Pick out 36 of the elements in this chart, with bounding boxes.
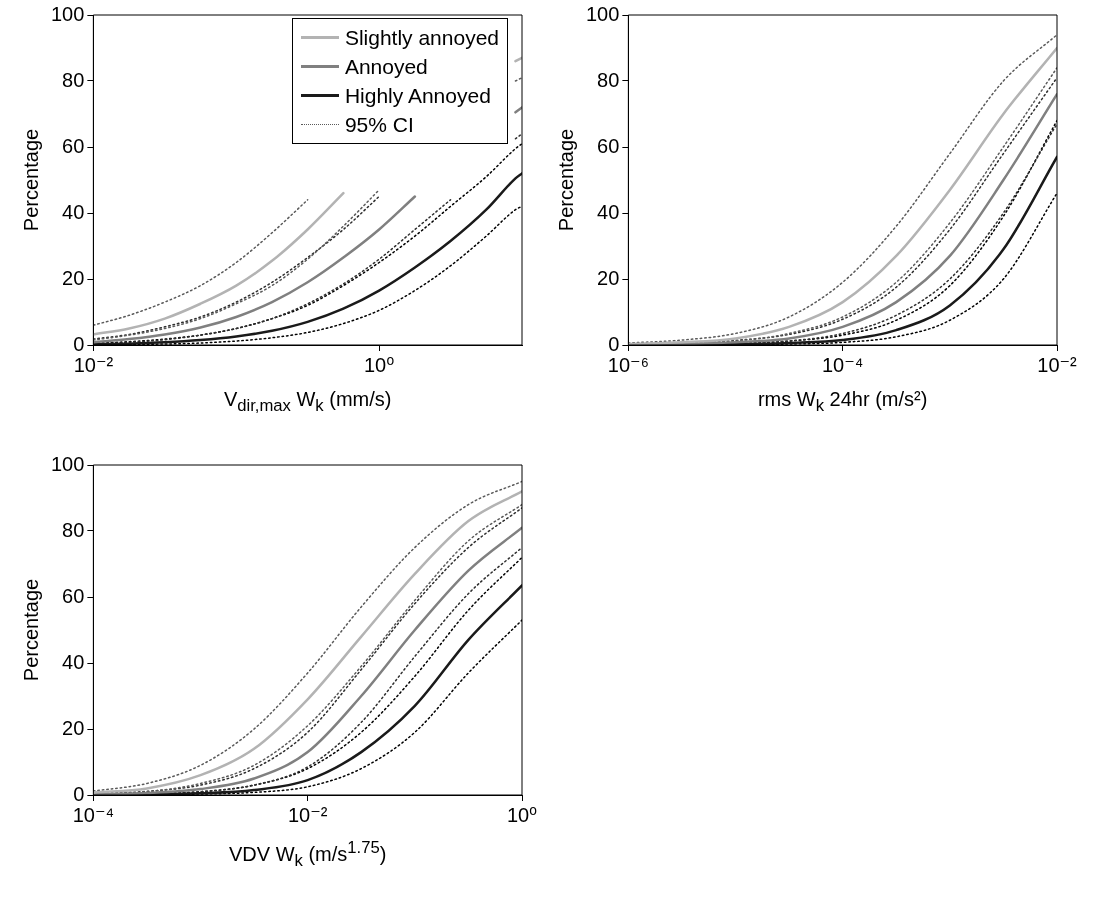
x-tick-label: 10⁰ xyxy=(363,353,395,376)
y-tick-label: 0 xyxy=(73,782,85,805)
y-tick-label: 20 xyxy=(62,266,85,289)
x-axis-title: V$_{dir,max}$ W$_{k}$ (mm/s) xyxy=(223,388,392,416)
y-tick-label: 40 xyxy=(597,200,620,223)
y-tick-label: 60 xyxy=(62,134,85,157)
x-axis-title: rms W$_{k}$ 24hr (m/s²) xyxy=(757,388,928,416)
y-tick-label: 0 xyxy=(608,332,620,355)
y-tick-label: 80 xyxy=(62,68,85,91)
y-tick-label: 60 xyxy=(62,584,85,607)
y-tick-label: 100 xyxy=(50,452,85,475)
y-tick-label: 100 xyxy=(585,2,620,25)
legend-label: Annoyed xyxy=(344,54,428,79)
x-tick-label: 10⁻⁶ xyxy=(607,353,649,376)
x-tick-label: 10⁰ xyxy=(506,803,538,826)
y-tick-label: 40 xyxy=(62,650,85,673)
legend-label: 95% CI xyxy=(344,112,414,137)
legend-label: Slightly annoyed xyxy=(344,25,499,50)
y-tick-label: 0 xyxy=(73,332,85,355)
y-tick-label: 40 xyxy=(62,200,85,223)
y-tick-label: 80 xyxy=(62,518,85,541)
y-tick-label: 100 xyxy=(50,2,85,25)
y-axis-title: Percentage xyxy=(19,578,42,682)
x-tick-label: 10⁻² xyxy=(73,353,114,376)
legend-label: Highly Annoyed xyxy=(344,83,491,108)
x-tick-label: 10⁻² xyxy=(1037,353,1078,376)
x-tick-label: 10⁻⁴ xyxy=(821,353,864,376)
y-tick-label: 20 xyxy=(597,266,620,289)
x-tick-label: 10⁻² xyxy=(287,803,328,826)
x-axis-title: VDV W$_{k}$ (m/s$^{1.75}$) xyxy=(228,838,387,871)
x-tick-label: 10⁻⁴ xyxy=(72,803,115,826)
y-tick-label: 80 xyxy=(597,68,620,91)
y-axis-title: Percentage xyxy=(554,128,577,232)
y-axis-title: Percentage xyxy=(19,128,42,232)
y-tick-label: 20 xyxy=(62,716,85,739)
y-tick-label: 60 xyxy=(597,134,620,157)
